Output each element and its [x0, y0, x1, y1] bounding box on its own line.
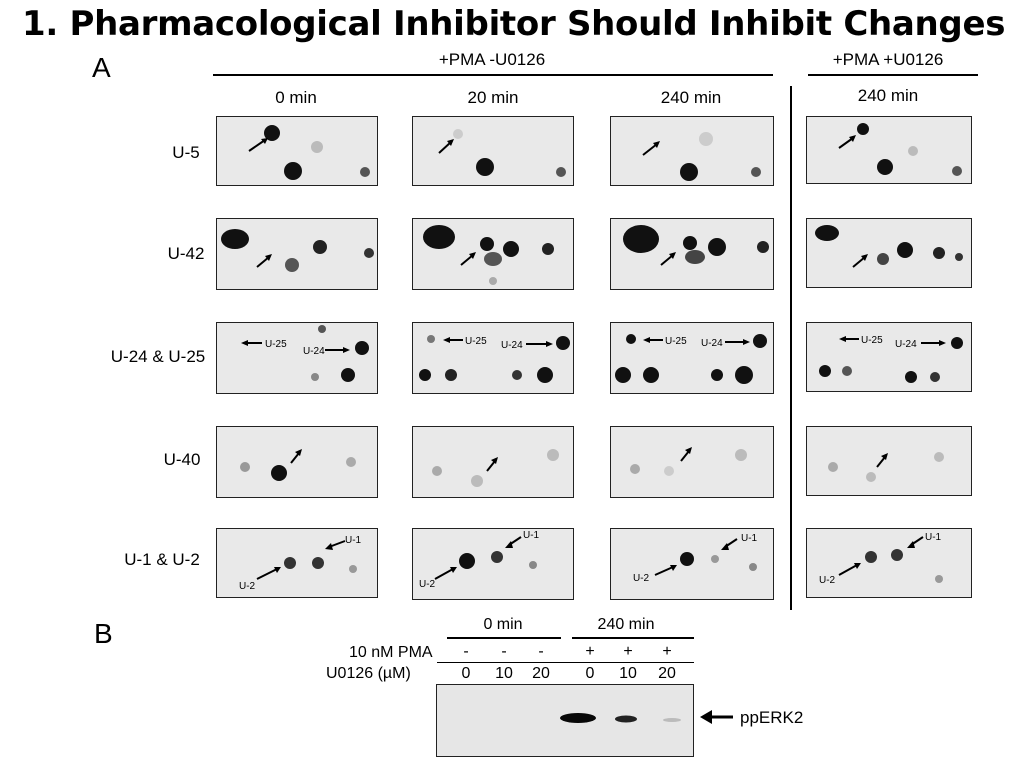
- blot-u40-0min: [216, 426, 378, 498]
- u24-annotation: U-24: [895, 339, 917, 350]
- blot-u42-20min: [412, 218, 574, 290]
- u2-annotation: U-2: [239, 581, 256, 592]
- time-label-0: 0 min: [275, 88, 317, 107]
- u1-annotation: U-1: [741, 533, 758, 544]
- time-header-0min: 0 min: [483, 616, 523, 633]
- pma-row-rule: [437, 662, 694, 663]
- blot-u1-u2-0min: U-1 U-2: [216, 528, 378, 598]
- panel-a-label: A: [92, 52, 111, 83]
- u0126-value: 10: [619, 665, 637, 682]
- blot-u40-240min: [610, 426, 774, 498]
- u25-annotation: U-25: [265, 339, 287, 350]
- blot-u24-u25-20min: U-25 U-24: [412, 322, 574, 394]
- blot-u40-240min-u0126: [806, 426, 972, 496]
- blot-u1-u2-240min: U-1 U-2: [610, 528, 774, 600]
- u25-annotation: U-25: [665, 336, 687, 347]
- pma-value: -: [463, 643, 469, 660]
- u2-annotation: U-2: [819, 575, 836, 586]
- blot-u5-0min: [216, 116, 378, 186]
- u0126-value: 20: [532, 665, 550, 682]
- western-blot: [436, 684, 694, 757]
- time-header-240min: 240 min: [597, 616, 655, 633]
- row-label-u5: U-5: [172, 143, 200, 162]
- blot-u5-240min: [610, 116, 774, 186]
- time-label-1: 20 min: [467, 88, 519, 107]
- group2-rule: [808, 74, 978, 76]
- u24-annotation: U-24: [303, 346, 325, 357]
- u0126-value: 0: [585, 665, 595, 682]
- u0126-value: 10: [495, 665, 513, 682]
- u1-annotation: U-1: [345, 535, 362, 546]
- blot-u24-u25-240min: U-25 U-24: [610, 322, 774, 394]
- blot-u42-0min: [216, 218, 378, 290]
- time-label-3: 240 min: [857, 86, 919, 105]
- time-label-2: 240 min: [660, 88, 722, 107]
- u25-annotation: U-25: [465, 336, 487, 347]
- group1-header: +PMA -U0126: [438, 50, 546, 69]
- blot-u5-20min: [412, 116, 574, 186]
- u1-annotation: U-1: [925, 532, 942, 543]
- blot-u24-u25-240min-u0126: U-25 U-24: [806, 322, 972, 392]
- blot-u42-240min: [610, 218, 774, 290]
- u24-annotation: U-24: [701, 338, 723, 349]
- row-label-u42: U-42: [167, 244, 205, 263]
- u2-annotation: U-2: [633, 573, 650, 584]
- panel-b-label: B: [94, 618, 113, 649]
- row-label-u1-u2: U-1 & U-2: [124, 550, 200, 569]
- group-divider: [790, 86, 792, 610]
- time-rule-0min: [447, 637, 561, 639]
- group1-rule: [213, 74, 773, 76]
- pma-value: +: [623, 643, 633, 660]
- time-rule-240min: [572, 637, 694, 639]
- u1-annotation: U-1: [523, 530, 540, 541]
- u24-annotation: U-24: [501, 340, 523, 351]
- blot-u42-240min-u0126: [806, 218, 972, 288]
- u0126-row-label: U0126 (µM): [326, 665, 411, 682]
- blot-u5-240min-u0126: [806, 116, 972, 184]
- pma-value: -: [501, 643, 507, 660]
- pma-value: +: [585, 643, 595, 660]
- group2-header: +PMA +U0126: [832, 50, 944, 69]
- u25-annotation: U-25: [861, 335, 883, 346]
- row-label-u40: U-40: [163, 450, 201, 469]
- arrow-left-icon: [700, 708, 734, 726]
- pma-value: -: [538, 643, 544, 660]
- u2-annotation: U-2: [419, 579, 436, 590]
- blot-u40-20min: [412, 426, 574, 498]
- slide-title: 1. Pharmacological Inhibitor Should Inhi…: [22, 4, 1006, 44]
- blot-u1-u2-20min: U-1 U-2: [412, 528, 574, 600]
- pma-value: +: [662, 643, 672, 660]
- u0126-value: 0: [461, 665, 471, 682]
- pma-row-label: 10 nM PMA: [349, 644, 433, 661]
- blot-u24-u25-0min: U-25 U-24: [216, 322, 378, 394]
- pperk2-label: ppERK2: [740, 708, 804, 727]
- u0126-value: 20: [658, 665, 676, 682]
- blot-u1-u2-240min-u0126: U-1 U-2: [806, 528, 972, 598]
- row-label-u24-u25: U-24 & U-25: [110, 347, 206, 366]
